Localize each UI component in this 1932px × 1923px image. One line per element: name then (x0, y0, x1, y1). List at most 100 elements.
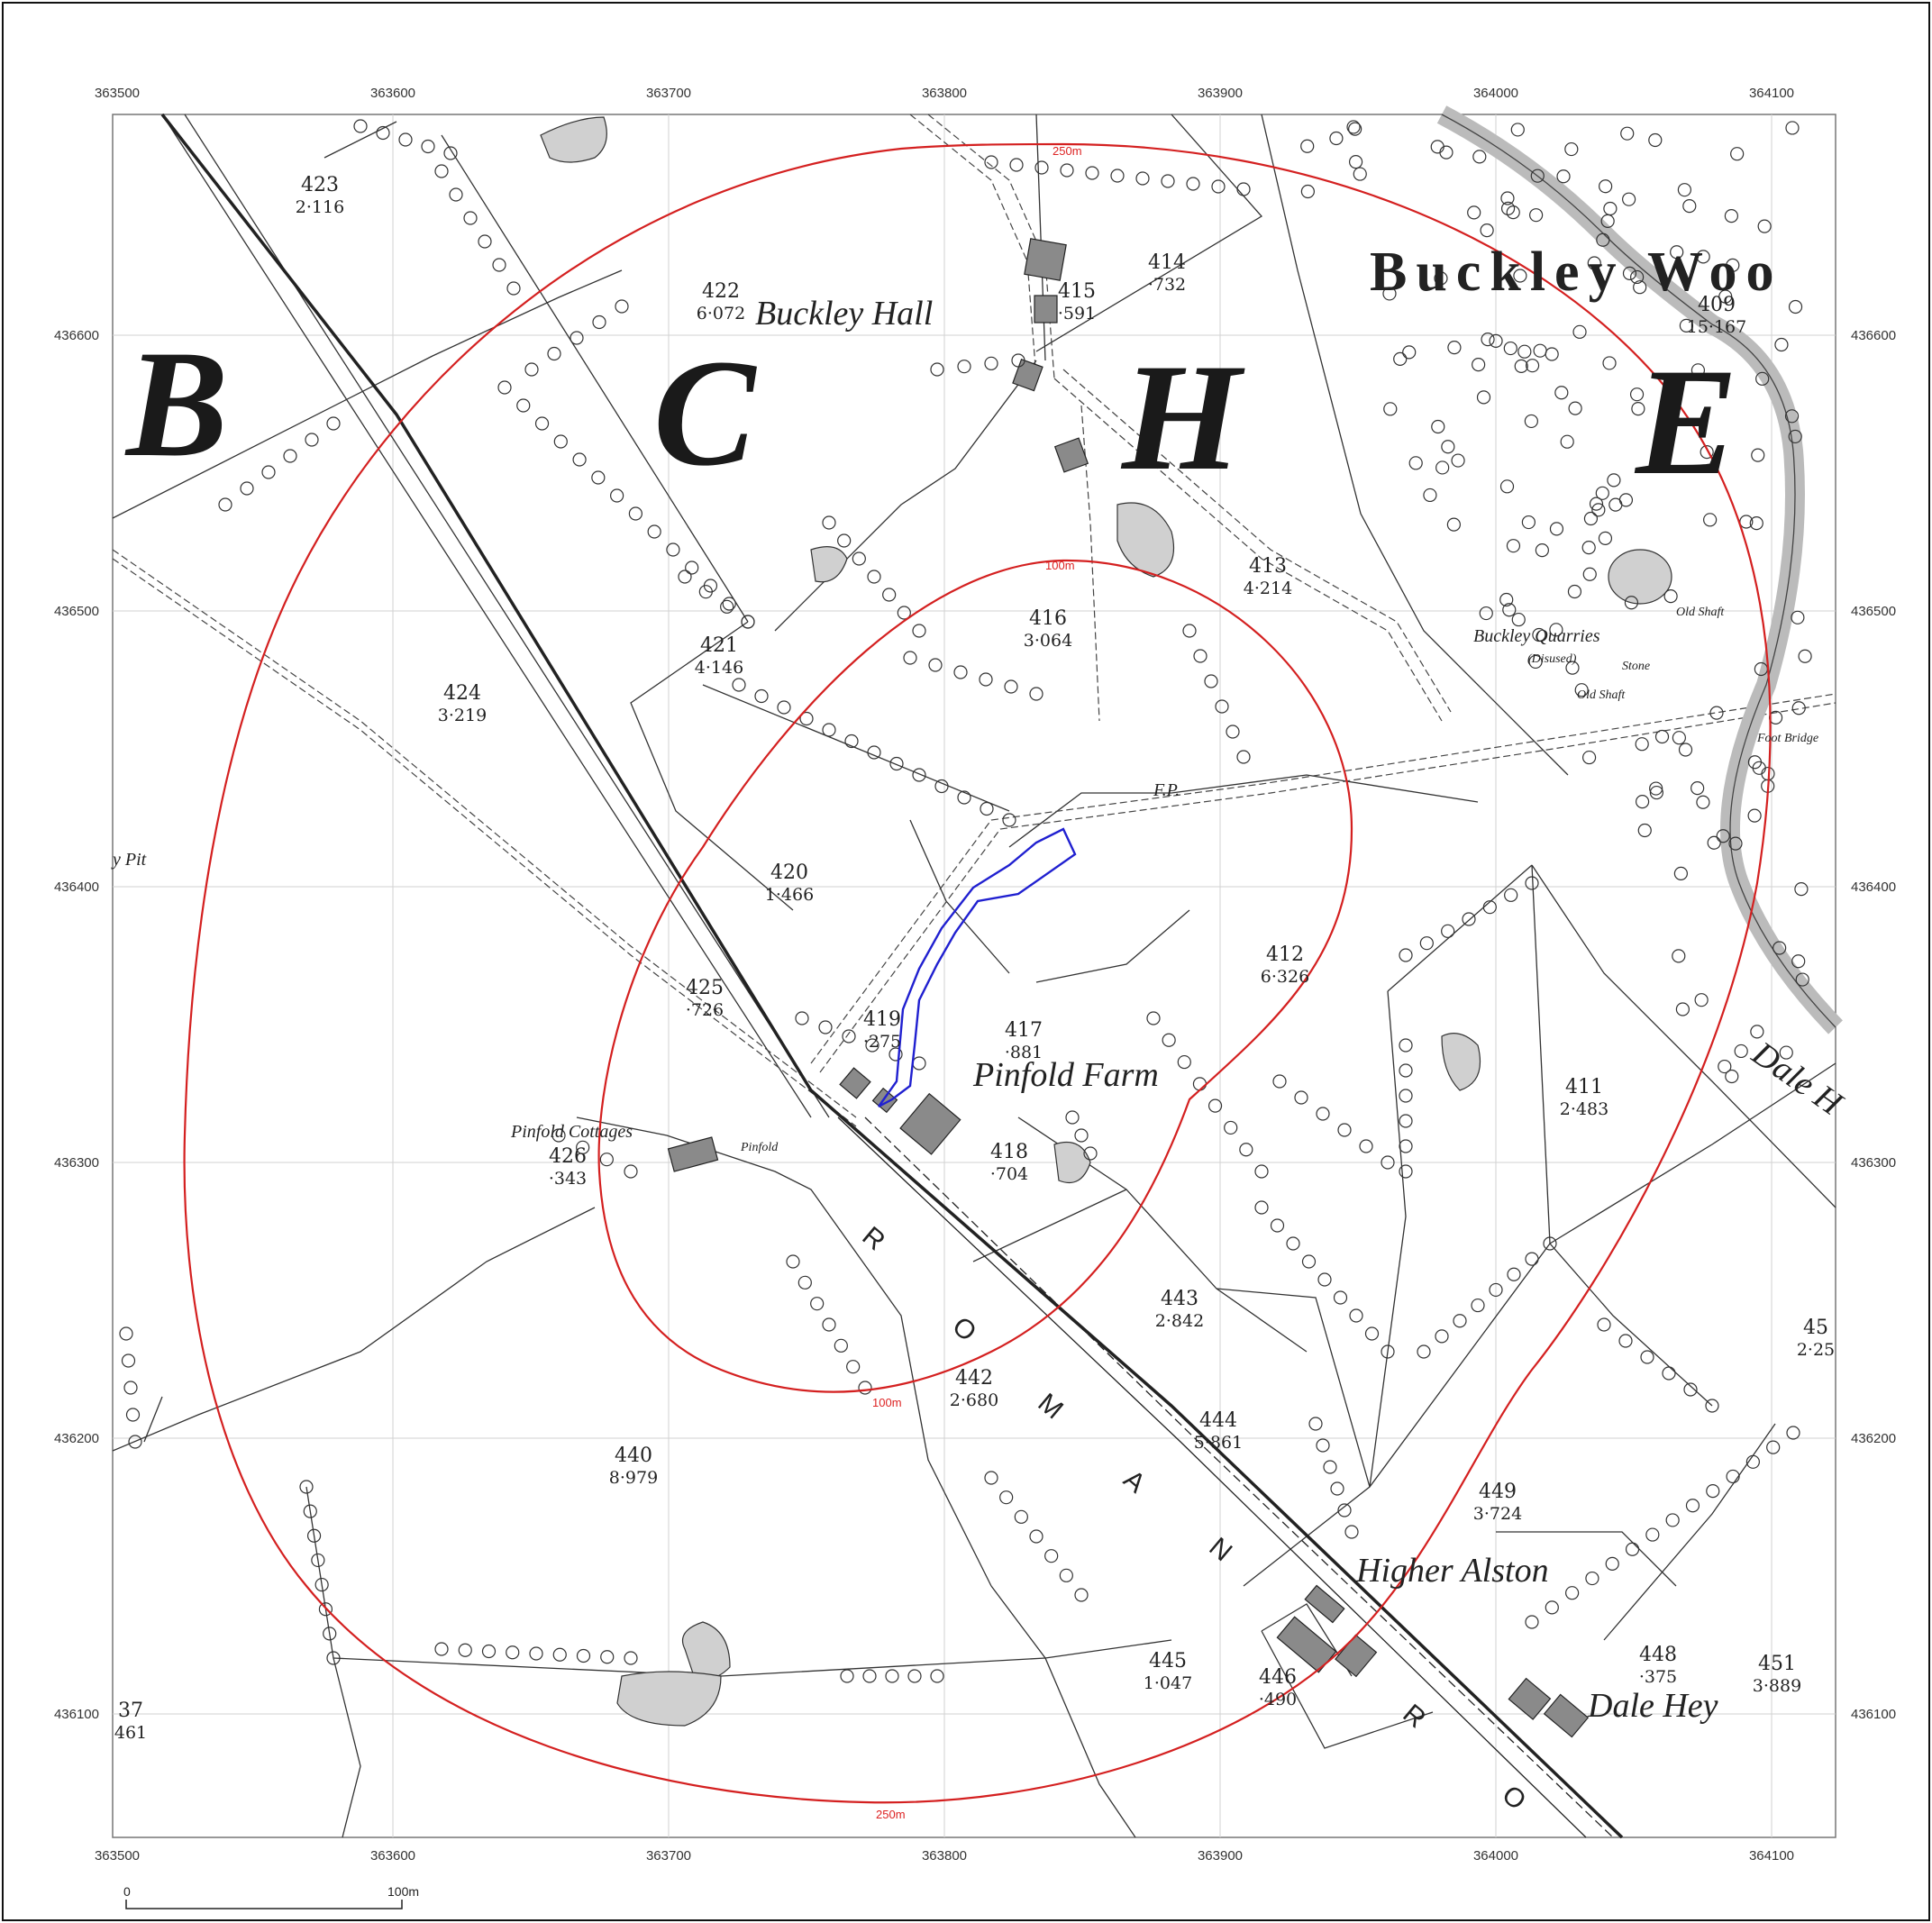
tree-symbol (1625, 1542, 1640, 1556)
tree-symbol (1434, 271, 1448, 286)
tree-symbol (1654, 729, 1670, 744)
tree-symbol (1624, 596, 1639, 610)
tree-symbol (846, 1360, 861, 1374)
parcel-number: 445 (1149, 1650, 1187, 1672)
tree-symbol (980, 801, 994, 816)
label-fp: F.P. (1153, 780, 1180, 800)
tree-symbol (1662, 1366, 1676, 1381)
parcel-area: 15·167 (1687, 317, 1746, 337)
tree-symbol (1435, 1329, 1449, 1344)
tree-symbol (1383, 402, 1398, 416)
tree-symbol (1750, 1025, 1764, 1039)
tree-symbol (1774, 337, 1789, 352)
tree-symbol (1554, 386, 1569, 400)
parcel-area: ·704 (990, 1164, 1028, 1184)
tree-symbol (1211, 179, 1226, 194)
tree-symbol (1004, 679, 1018, 694)
tree-symbol (1408, 456, 1423, 470)
tree-symbol (1504, 888, 1518, 902)
tree-symbol (398, 132, 413, 147)
tree-symbol (1620, 126, 1635, 141)
tree-symbol (1402, 345, 1417, 360)
scale-end-label: 100m (387, 1884, 419, 1899)
parcel-area: 2·483 (1560, 1099, 1608, 1119)
x-tick-bottom: 363500 (95, 1848, 140, 1864)
tree-symbol (1381, 1155, 1395, 1170)
tree-symbol (842, 1029, 856, 1044)
tree-symbol (283, 449, 297, 463)
parcel-area: ·726 (686, 1000, 724, 1020)
tree-symbol (1353, 167, 1367, 181)
y-tick-right: 436500 (1851, 604, 1896, 619)
tree-symbol (1499, 479, 1515, 494)
tree-symbol (1705, 1399, 1719, 1413)
parcel-number: 409 (1698, 294, 1736, 316)
tree-symbol (1346, 120, 1361, 134)
tree-symbol (121, 1353, 136, 1368)
tree-symbol (458, 1643, 472, 1657)
parcel-number: 446 (1259, 1666, 1297, 1689)
tree-symbol (1633, 280, 1647, 295)
label-higher-alston: Higher Alston (1355, 1552, 1549, 1590)
parcel-area: 6·072 (697, 304, 745, 324)
tree-symbol (1530, 169, 1545, 183)
tree-symbol (1399, 1038, 1413, 1053)
parcel-area: 3·064 (1024, 631, 1072, 651)
tree-symbol (930, 1669, 944, 1683)
tree-symbol (1678, 743, 1693, 757)
tree-symbol (314, 1577, 329, 1592)
x-tick-top: 363700 (646, 86, 691, 101)
tree-symbol (125, 1408, 141, 1422)
tree-symbol (1317, 1272, 1332, 1287)
tree-symbol (903, 651, 917, 665)
tree-symbol (1607, 473, 1621, 488)
tree-symbol (1703, 513, 1718, 527)
tree-symbol (1236, 182, 1251, 196)
tree-symbol (867, 570, 881, 584)
tree-symbol (1344, 1525, 1359, 1539)
tree-symbol (1630, 269, 1645, 285)
tree-symbol (1649, 785, 1663, 800)
y-tick-left: 436400 (54, 879, 99, 895)
tree-symbol (318, 1602, 333, 1617)
tree-symbol (1622, 266, 1637, 280)
tree-symbol (323, 1627, 337, 1641)
tree-symbol (434, 164, 449, 178)
tree-symbol (1479, 606, 1493, 621)
y-tick-left: 436500 (54, 604, 99, 619)
tree-symbol (810, 1297, 825, 1311)
tree-symbol (1467, 205, 1481, 220)
parcel-number: 418 (990, 1141, 1028, 1163)
tree-symbol (1323, 1460, 1337, 1474)
x-tick-top: 363600 (370, 86, 415, 101)
tree-symbol (624, 1164, 638, 1179)
label-pinfold-farm: Pinfold Farm (972, 1056, 1159, 1094)
tree-symbol (1161, 174, 1175, 188)
tree-symbol (867, 745, 881, 760)
tree-symbol (1204, 674, 1218, 688)
tree-symbol (720, 599, 734, 614)
tree-symbol (1382, 287, 1397, 301)
tree-symbol (1574, 683, 1589, 697)
tree-symbol (834, 1338, 848, 1353)
tree-symbol (1755, 371, 1770, 386)
parcel-area: ·275 (863, 1032, 901, 1052)
tree-symbol (1545, 1600, 1559, 1615)
tree-symbol (1629, 387, 1645, 402)
tree-symbol (1690, 781, 1705, 796)
tree-symbol (1009, 158, 1024, 172)
parcel-area: 5·861 (1194, 1433, 1243, 1453)
tree-symbol (1330, 1481, 1344, 1496)
tree-symbol (119, 1326, 133, 1341)
x-tick-bottom: 363600 (370, 1848, 415, 1864)
tree-symbol (1074, 1588, 1089, 1602)
tree-symbol (628, 506, 642, 521)
tree-symbol (822, 515, 836, 530)
parcel-number: 424 (443, 682, 481, 705)
tree-symbol (1734, 1044, 1748, 1059)
x-tick-bottom: 364100 (1749, 1848, 1794, 1864)
tree-symbol (698, 585, 713, 599)
tree-symbol (1640, 1350, 1654, 1364)
tree-symbol (889, 1047, 903, 1062)
